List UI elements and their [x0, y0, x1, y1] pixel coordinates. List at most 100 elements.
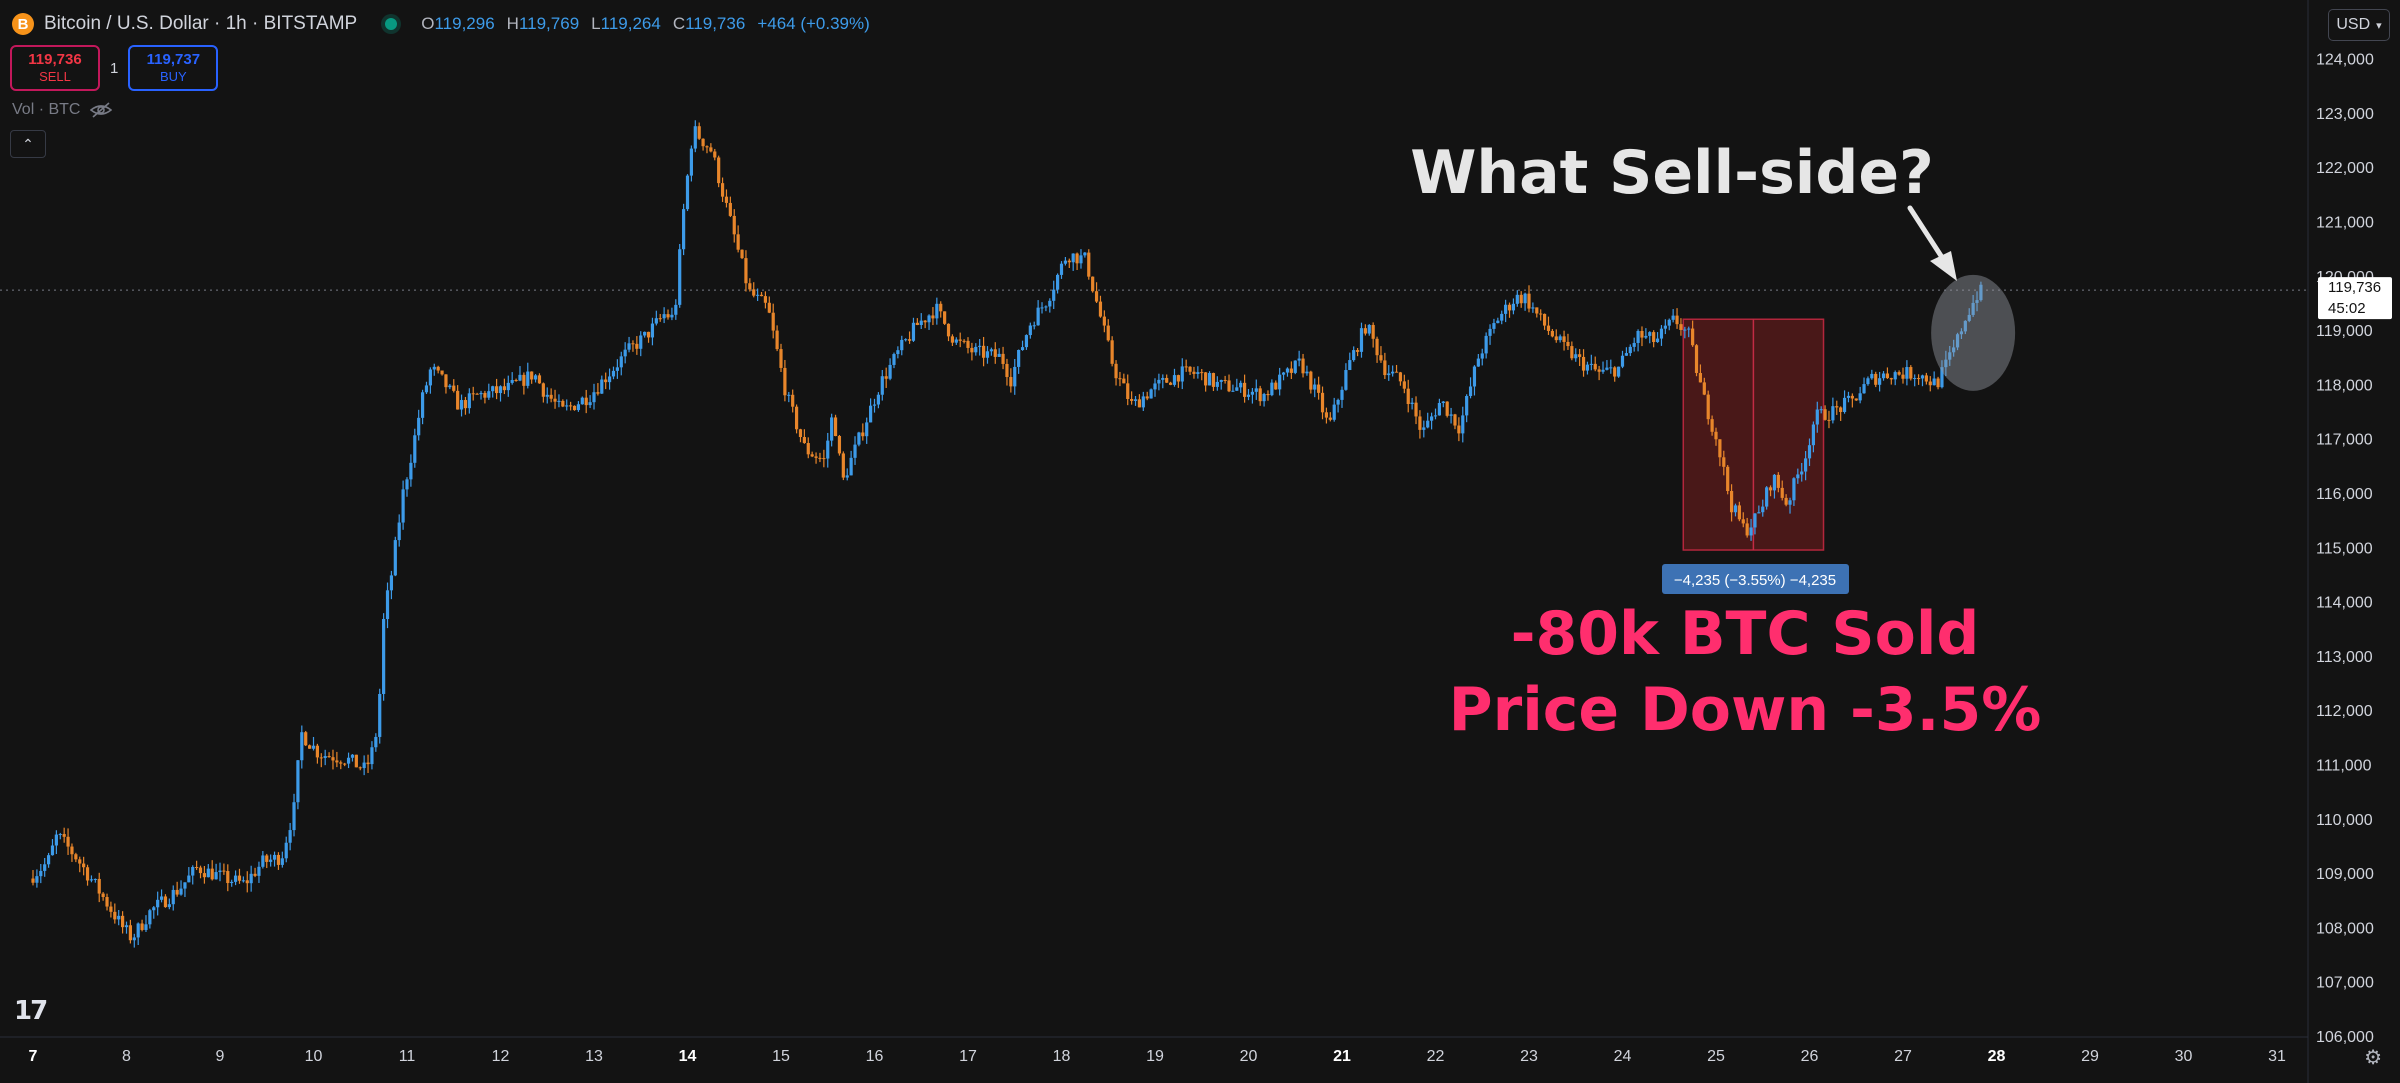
- symbol-title[interactable]: Bitcoin / U.S. Dollar · 1h · BITSTAMP: [44, 13, 358, 34]
- candle-body: [576, 404, 581, 411]
- candle-body: [1558, 336, 1562, 341]
- ohlc-change: +464 (+0.39%): [757, 14, 870, 33]
- candle-body: [1788, 500, 1792, 505]
- candle-body: [327, 756, 331, 758]
- tradingview-logo-icon[interactable]: 17: [14, 996, 48, 1026]
- candle-body: [436, 366, 440, 371]
- candle-body: [1110, 340, 1114, 364]
- time-tick-label: 23: [1520, 1048, 1538, 1065]
- candle-body: [432, 366, 436, 370]
- order-quantity[interactable]: 1: [110, 59, 119, 77]
- price-axis[interactable]: 124,000123,000122,000121,000120,000119,0…: [2316, 52, 2374, 1046]
- candle-body: [1881, 373, 1886, 379]
- candle-body: [300, 732, 304, 761]
- candle-body: [1835, 406, 1839, 408]
- candle-body: [74, 854, 78, 860]
- candle-body: [1539, 313, 1543, 315]
- candle-body: [1632, 342, 1636, 347]
- candle-body: [1784, 497, 1788, 505]
- candle-body: [818, 457, 822, 459]
- candle-body: [1157, 379, 1161, 384]
- candle-body: [1102, 316, 1106, 326]
- candle-body: [144, 924, 148, 930]
- candle-body: [954, 339, 958, 343]
- candle-body: [1141, 396, 1145, 408]
- candle-body: [1367, 324, 1371, 334]
- candle-body: [1694, 345, 1699, 373]
- candle-body: [1461, 415, 1465, 434]
- trade-panel: 119,736 SELL 1 119,737 BUY: [10, 45, 219, 91]
- candle-body: [981, 345, 986, 358]
- price-tick-label: 113,000: [2316, 649, 2373, 666]
- candle-body: [1500, 313, 1504, 321]
- candle-body: [1928, 381, 1932, 386]
- collapse-legend-button[interactable]: ⌃: [10, 130, 46, 158]
- candle-body: [892, 354, 896, 365]
- candle-body: [471, 393, 475, 395]
- candle-body: [448, 385, 452, 388]
- candle-body: [1948, 352, 1952, 360]
- candle-body: [1445, 401, 1449, 416]
- candle-body: [1301, 358, 1305, 374]
- price-tick-label: 117,000: [2316, 432, 2373, 449]
- candle-body: [841, 453, 845, 478]
- candle-body: [611, 370, 616, 377]
- candle-body: [904, 339, 908, 341]
- candle-body: [101, 893, 105, 898]
- candle-body: [919, 320, 923, 325]
- candle-body: [1905, 367, 1909, 379]
- candle-body: [1363, 328, 1367, 334]
- candle-body: [1067, 260, 1071, 263]
- candle-body: [456, 390, 460, 410]
- candle-body: [1659, 328, 1664, 339]
- candle-body: [1862, 384, 1866, 394]
- candle-body: [54, 834, 58, 846]
- candle-body: [463, 400, 468, 409]
- candle-body: [1013, 366, 1017, 387]
- candle-body: [1772, 474, 1777, 491]
- buy-button[interactable]: 119,737 BUY: [128, 45, 219, 91]
- candle-body: [1679, 324, 1683, 330]
- candle-body: [1952, 347, 1956, 353]
- candle-body: [1554, 336, 1558, 341]
- candle-body: [1437, 402, 1441, 416]
- candle-body: [720, 183, 725, 197]
- candle-body: [701, 138, 705, 147]
- candle-body: [1726, 466, 1730, 492]
- price-tick-label: 106,000: [2316, 1029, 2374, 1046]
- candle-body: [1663, 325, 1667, 329]
- candle-body: [1418, 416, 1422, 430]
- candle-body: [1087, 252, 1091, 277]
- candle-body: [1320, 392, 1325, 413]
- candle-body: [950, 336, 955, 343]
- annotation-question: What Sell-side?: [1410, 138, 1934, 208]
- candle-body: [1344, 370, 1348, 390]
- volume-indicator[interactable]: Vol · BTC: [12, 101, 113, 119]
- candle-body: [794, 406, 799, 430]
- price-tick-label: 107,000: [2316, 975, 2374, 992]
- candle-body: [491, 386, 495, 392]
- eye-hidden-icon[interactable]: [90, 102, 113, 118]
- buy-price: 119,737: [146, 51, 201, 68]
- time-tick-label: 8: [122, 1048, 131, 1065]
- candle-body: [1578, 354, 1582, 357]
- candle-body: [350, 754, 355, 758]
- candle-body: [1246, 394, 1251, 397]
- candle-body: [1823, 409, 1827, 420]
- candle-body: [498, 386, 503, 394]
- candle-body: [163, 896, 168, 908]
- gear-icon[interactable]: ⚙: [2364, 1047, 2382, 1069]
- candle-body: [31, 878, 35, 883]
- candle-body: [1768, 487, 1773, 491]
- sell-button[interactable]: 119,736 SELL: [10, 45, 100, 91]
- candle-body: [997, 353, 1001, 357]
- price-tick-label: 123,000: [2316, 106, 2374, 123]
- candle-body: [175, 889, 179, 895]
- price-range-measure[interactable]: [1682, 318, 1825, 551]
- candle-body: [1893, 372, 1897, 380]
- candle-body: [1165, 377, 1169, 383]
- candle-body: [393, 540, 397, 576]
- currency-select[interactable]: USD ▾: [2328, 9, 2390, 41]
- time-axis[interactable]: 7 8 9 10 11 12 13 14 15 16 17 18 19 20 21 22 23 24 25 26 27 2…: [29, 1048, 2286, 1065]
